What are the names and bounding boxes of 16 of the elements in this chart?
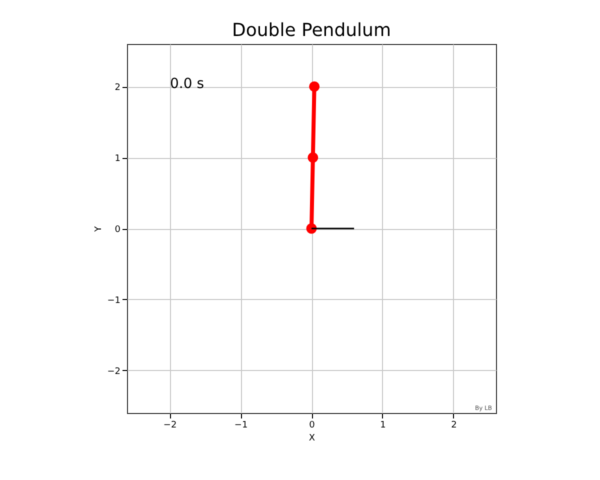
point xyxy=(308,152,318,163)
chart-title: Double Pendulum xyxy=(232,20,391,41)
y-tick-label: 1 xyxy=(114,154,120,164)
y-tick-label: 2 xyxy=(114,83,120,94)
x-tick-label: 1 xyxy=(380,420,386,430)
x-tick-label: −2 xyxy=(163,420,177,430)
y-axis-title: Y xyxy=(94,226,104,233)
point xyxy=(309,81,320,92)
annotation: 0.0 s xyxy=(170,76,204,92)
y-tick-label: −1 xyxy=(107,296,120,306)
y-tick-label: 0 xyxy=(114,225,121,235)
x-tick-label: 2 xyxy=(451,420,457,430)
x-tick-label: −1 xyxy=(234,420,248,430)
y-tick-label: −2 xyxy=(107,366,120,377)
x-axis-title: X xyxy=(308,434,316,444)
x-tick-label: 0 xyxy=(309,420,316,430)
